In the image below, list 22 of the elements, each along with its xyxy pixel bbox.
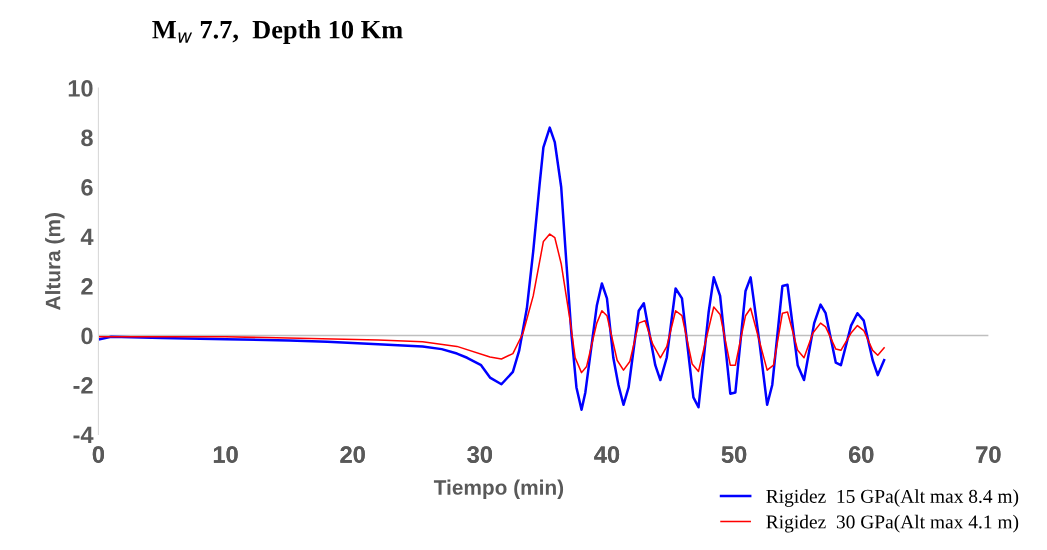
x-tick-label: 50 bbox=[721, 446, 747, 463]
legend-label: Rigidez 15 GPa(Alt max 8.4 m) bbox=[766, 489, 1019, 507]
y-tick-label: 10 bbox=[68, 80, 93, 97]
x-tick-label: 70 bbox=[976, 446, 1001, 463]
legend-label: Rigidez 30 GPa(Alt max 4.1 m) bbox=[766, 514, 1019, 533]
x-tick-label: 30 bbox=[467, 446, 492, 463]
x-tick-label: 0 bbox=[92, 446, 105, 463]
x-tick-label: 40 bbox=[594, 446, 620, 463]
y-tick-label: 6 bbox=[81, 179, 93, 196]
y-tick-label: 0 bbox=[81, 327, 93, 345]
line-series bbox=[98, 233, 885, 374]
x-axis-title: Tiempo (min) bbox=[433, 479, 564, 499]
y-axis-title: Altura (m) bbox=[45, 213, 65, 310]
chart-title: M$_{w}$ 7.7, Depth 10 Km bbox=[152, 20, 403, 44]
y-tick-label: -4 bbox=[73, 426, 94, 444]
x-tick-label: 20 bbox=[340, 446, 365, 463]
y-tick-label: 4 bbox=[80, 228, 94, 246]
y-tick-label: 2 bbox=[81, 278, 93, 295]
x-tick-label: 60 bbox=[848, 446, 874, 463]
x-tick-label: 10 bbox=[213, 446, 238, 463]
y-tick-label: -2 bbox=[73, 377, 93, 394]
y-tick-label: 8 bbox=[81, 129, 93, 147]
